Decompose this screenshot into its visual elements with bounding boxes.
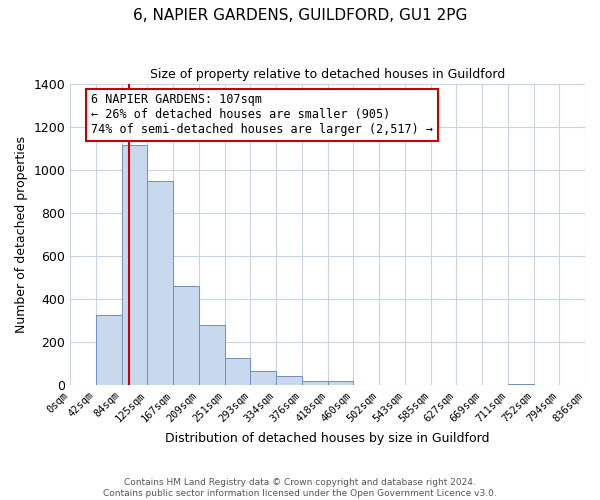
Bar xyxy=(328,381,353,385)
Text: 6, NAPIER GARDENS, GUILDFORD, GU1 2PG: 6, NAPIER GARDENS, GUILDFORD, GU1 2PG xyxy=(133,8,467,22)
Bar xyxy=(148,181,173,385)
Bar xyxy=(302,381,328,385)
Bar xyxy=(250,370,276,385)
X-axis label: Distribution of detached houses by size in Guildford: Distribution of detached houses by size … xyxy=(166,432,490,445)
Y-axis label: Number of detached properties: Number of detached properties xyxy=(15,136,28,334)
Bar xyxy=(122,144,148,385)
Text: Contains HM Land Registry data © Crown copyright and database right 2024.
Contai: Contains HM Land Registry data © Crown c… xyxy=(103,478,497,498)
Bar xyxy=(508,384,533,385)
Text: 6 NAPIER GARDENS: 107sqm
← 26% of detached houses are smaller (905)
74% of semi-: 6 NAPIER GARDENS: 107sqm ← 26% of detach… xyxy=(91,94,433,136)
Bar xyxy=(276,376,302,385)
Bar xyxy=(96,316,122,385)
Title: Size of property relative to detached houses in Guildford: Size of property relative to detached ho… xyxy=(150,68,505,80)
Bar xyxy=(173,286,199,385)
Bar xyxy=(225,358,250,385)
Bar xyxy=(199,325,225,385)
